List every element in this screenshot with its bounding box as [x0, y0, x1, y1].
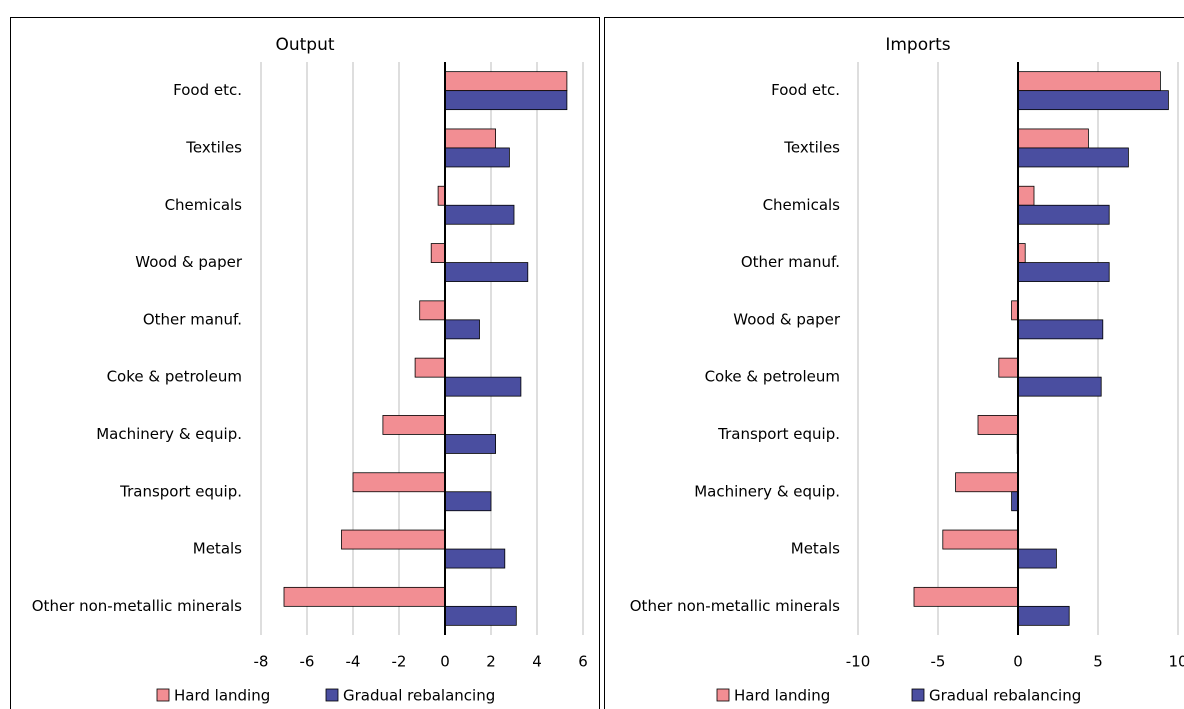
x-tick-label: -5 — [931, 653, 946, 671]
legend-swatch — [716, 688, 730, 702]
bar — [444, 434, 496, 454]
y-tick-label: Other non-metallic minerals — [32, 597, 242, 615]
x-tick-label: -4 — [346, 653, 361, 671]
y-tick-label: Other manuf. — [741, 253, 840, 271]
x-tick-label: -6 — [300, 653, 315, 671]
x-tick-label: -10 — [846, 653, 871, 671]
y-tick-label: Wood & paper — [733, 310, 841, 328]
bar — [419, 300, 446, 321]
bar — [1017, 548, 1057, 569]
panel-frame — [10, 17, 600, 709]
y-tick-label: Chemicals — [165, 196, 243, 214]
bar — [1017, 128, 1089, 149]
bar — [1017, 243, 1026, 263]
bar — [998, 357, 1019, 378]
y-tick-label: Machinery & equip. — [96, 425, 242, 443]
bar — [1017, 319, 1104, 340]
bar — [955, 472, 1019, 493]
bar — [1017, 376, 1102, 397]
chart-title: Imports — [885, 35, 950, 55]
bar — [444, 204, 515, 225]
x-tick-label: 10 — [1168, 653, 1184, 671]
x-tick-label: -8 — [254, 653, 269, 671]
legend-label: Hard landing — [174, 687, 270, 705]
bar — [977, 415, 1019, 435]
y-tick-label: Wood & paper — [135, 253, 243, 271]
y-tick-label: Chemicals — [763, 196, 841, 214]
y-tick-label: Textiles — [783, 138, 840, 156]
bar — [437, 185, 446, 206]
y-tick-label: Other non-metallic minerals — [630, 597, 840, 615]
bar — [430, 243, 446, 263]
bar — [913, 586, 1019, 607]
bar — [352, 472, 446, 493]
x-tick-label: 5 — [1093, 653, 1103, 671]
panel-frame — [604, 17, 1184, 709]
bar — [444, 147, 510, 168]
x-tick-label: -2 — [392, 653, 407, 671]
y-tick-label: Food etc. — [173, 81, 242, 99]
bar — [444, 262, 529, 282]
bar — [1017, 605, 1070, 626]
legend-label: Gradual rebalancing — [343, 687, 495, 705]
bar — [414, 357, 446, 378]
bar — [942, 529, 1019, 550]
bar — [1017, 71, 1161, 92]
bar — [444, 319, 480, 340]
bar — [444, 128, 496, 149]
y-tick-label: Food etc. — [771, 81, 840, 99]
bar — [444, 71, 568, 92]
legend-swatch — [156, 688, 170, 702]
y-tick-label: Coke & petroleum — [705, 368, 840, 386]
legend-label: Gradual rebalancing — [929, 687, 1081, 705]
y-tick-label: Textiles — [185, 138, 242, 156]
x-tick-label: 0 — [1013, 653, 1023, 671]
y-tick-label: Transport equip. — [119, 482, 242, 500]
bar — [444, 491, 492, 512]
y-tick-label: Metals — [193, 540, 242, 558]
bar — [341, 529, 446, 550]
bar — [1017, 185, 1035, 206]
bar — [444, 90, 568, 111]
y-tick-label: Other manuf. — [143, 310, 242, 328]
x-tick-label: 6 — [578, 653, 588, 671]
bar — [283, 586, 446, 607]
bar — [1017, 204, 1110, 225]
y-tick-label: Metals — [791, 540, 840, 558]
bar — [444, 548, 506, 569]
y-tick-label: Machinery & equip. — [694, 482, 840, 500]
bar — [382, 415, 446, 435]
x-tick-label: 0 — [440, 653, 450, 671]
legend-swatch — [911, 688, 925, 702]
x-tick-label: 4 — [532, 653, 542, 671]
y-tick-label: Transport equip. — [717, 425, 840, 443]
x-tick-label: 2 — [486, 653, 496, 671]
legend-swatch — [325, 688, 339, 702]
y-tick-label: Coke & petroleum — [107, 368, 242, 386]
bar — [444, 605, 517, 626]
bar — [1017, 147, 1129, 168]
bar — [1017, 90, 1169, 111]
legend-label: Hard landing — [734, 687, 830, 705]
chart-title: Output — [275, 35, 334, 55]
bar — [1017, 262, 1110, 282]
bar — [444, 376, 522, 397]
